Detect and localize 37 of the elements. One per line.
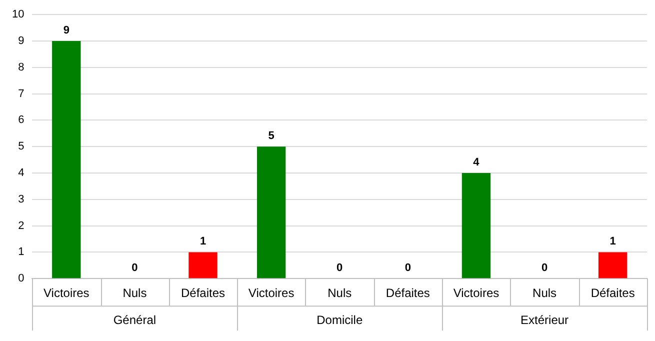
- y-tick-label: 2: [18, 220, 24, 232]
- x-tick-label: Victoires: [248, 286, 294, 300]
- data-label: 0: [541, 262, 548, 274]
- bar: [52, 41, 81, 278]
- y-tick-label: 8: [18, 61, 24, 74]
- data-label: 0: [132, 262, 138, 274]
- y-tick-label: 10: [12, 8, 24, 21]
- x-tick-label: Nuls: [122, 286, 147, 300]
- x-tick-label: Défaites: [386, 286, 430, 300]
- text: Extérieur: [520, 312, 569, 327]
- data-label: 4: [473, 156, 480, 169]
- x-tick-label: Nuls: [532, 286, 557, 300]
- y-tick-label: 9: [18, 35, 24, 48]
- data-label: 1: [610, 236, 616, 248]
- data-label: 0: [404, 262, 411, 274]
- y-tick-label: 7: [18, 88, 24, 100]
- data-label: 9: [63, 24, 70, 37]
- y-tick-label: 0: [18, 272, 24, 285]
- y-tick-label: 4: [18, 167, 24, 180]
- y-tick-label: 3: [18, 193, 24, 206]
- x-tick-label: Défaites: [180, 286, 226, 300]
- x-tick-label: Défaites: [590, 286, 635, 300]
- y-tick-label: 5: [18, 140, 24, 153]
- y-tick-label: 6: [18, 114, 24, 126]
- data-label: 1: [200, 236, 206, 248]
- text: Domicile: [316, 312, 363, 327]
- y-tick-label: 1: [18, 246, 24, 258]
- bar: [598, 252, 628, 278]
- x-tick-label: Victoires: [43, 286, 90, 300]
- text: Général: [113, 312, 156, 327]
- bar: [256, 146, 286, 278]
- bar: [188, 252, 218, 278]
- x-tick-label: Nuls: [328, 286, 352, 300]
- bar: [462, 173, 491, 278]
- data-label: 0: [336, 262, 343, 274]
- x-tick-label: Victoires: [453, 286, 500, 300]
- data-label: 5: [268, 130, 274, 142]
